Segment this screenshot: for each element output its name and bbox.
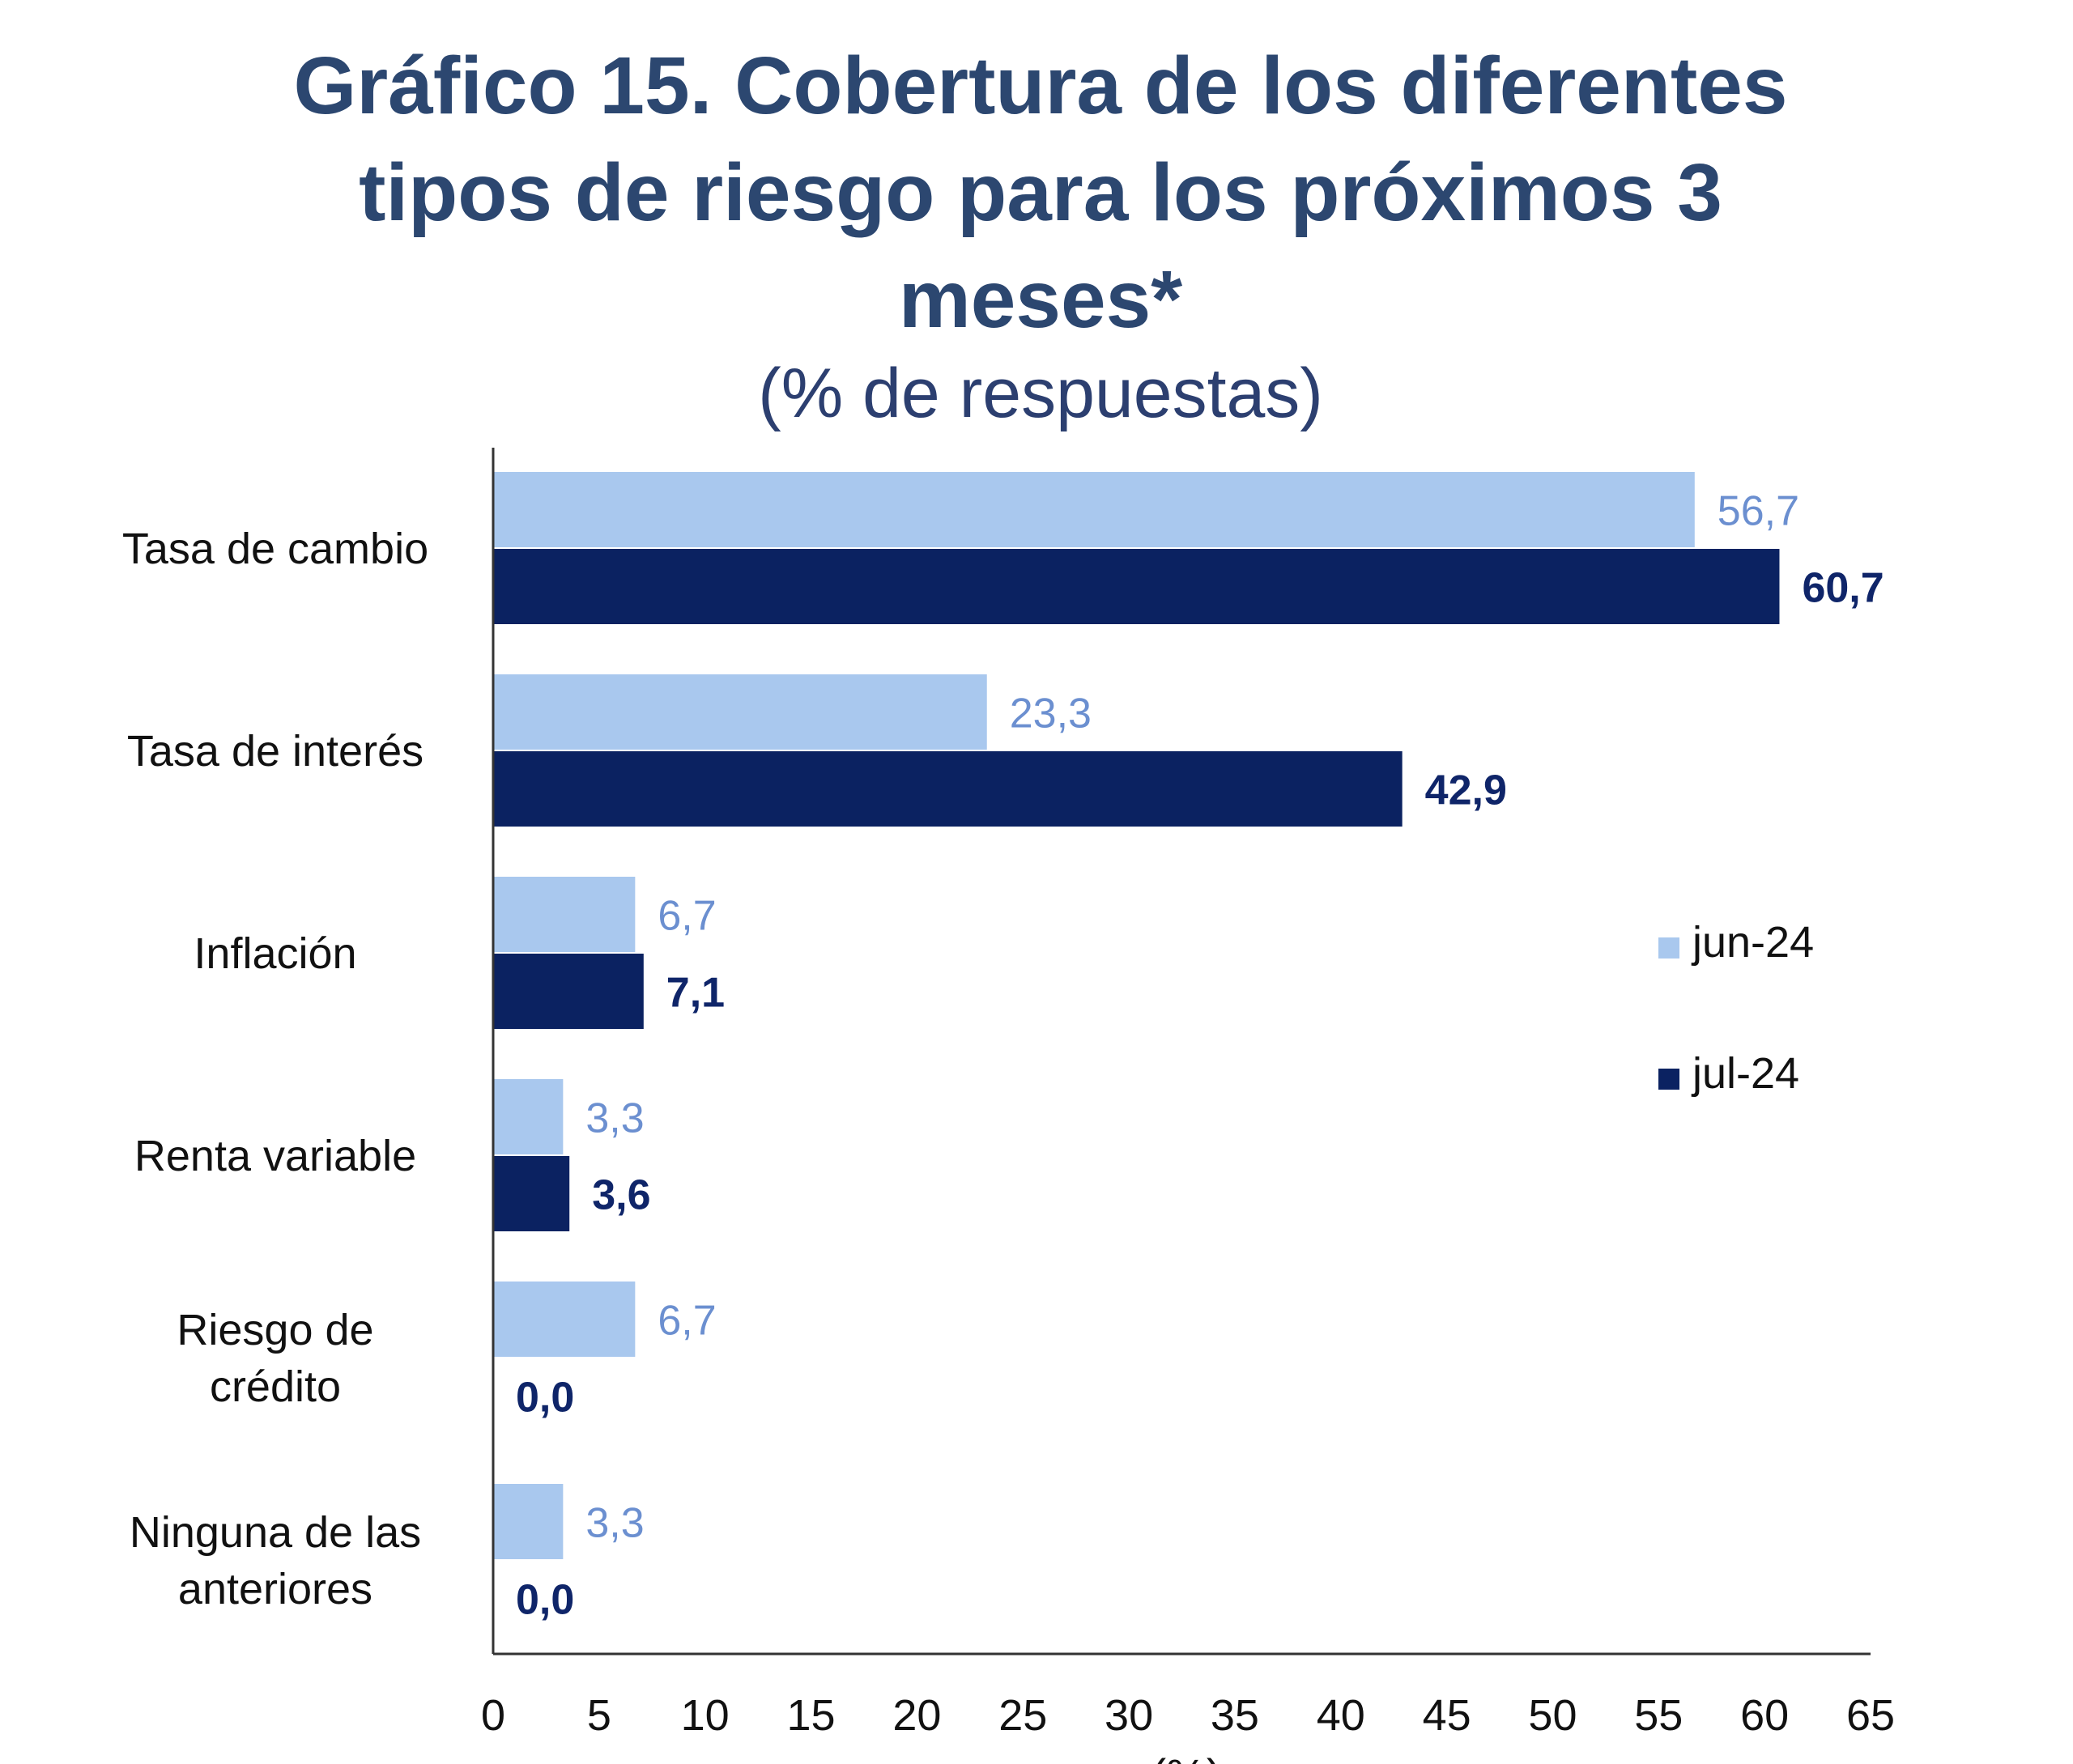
bar-jun-24-1 <box>493 674 987 750</box>
x-tick-label: 40 <box>1317 1691 1365 1740</box>
chart-title-line-1: Gráfico 15. Cobertura de los diferentes <box>294 40 1788 131</box>
x-tick-label: 5 <box>587 1691 611 1740</box>
x-tick-label: 35 <box>1211 1691 1259 1740</box>
data-label-jun-24-1: 23,3 <box>1010 691 1092 737</box>
x-tick-label: 0 <box>481 1691 505 1740</box>
data-label-jun-24-3: 3,3 <box>585 1095 644 1142</box>
bar-jun-24-0 <box>493 472 1695 547</box>
chart-title: Gráfico 15. Cobertura de los diferentes … <box>294 40 1788 345</box>
data-label-jun-24-5: 3,3 <box>585 1500 644 1547</box>
data-label-jun-24-0: 56,7 <box>1718 488 1799 535</box>
legend-swatch-jul-24 <box>1658 1069 1679 1090</box>
bar-jun-24-4 <box>493 1282 636 1357</box>
legend-label-jul-24: jul-24 <box>1691 1049 1799 1098</box>
chart-title-line-3: meses* <box>899 254 1182 345</box>
category-label: anteriores <box>178 1565 372 1613</box>
x-tick-label: 20 <box>892 1691 941 1740</box>
x-tick-label: 15 <box>786 1691 835 1740</box>
category-label: Tasa de cambio <box>122 525 428 573</box>
category-label: crédito <box>210 1362 341 1411</box>
data-label-jul-24-0: 60,7 <box>1802 565 1884 612</box>
category-label: Riesgo de <box>177 1306 373 1354</box>
x-tick-label: 60 <box>1740 1691 1789 1740</box>
data-label-jun-24-4: 6,7 <box>658 1298 716 1345</box>
x-axis-title: (%) <box>1151 1749 1221 1764</box>
category-label: Ninguna de las <box>130 1508 421 1557</box>
x-tick-label: 50 <box>1528 1691 1577 1740</box>
category-label: Tasa de interés <box>127 727 424 776</box>
bar-jun-24-3 <box>493 1079 564 1154</box>
bar-jul-24-2 <box>493 954 644 1029</box>
data-label-jun-24-2: 6,7 <box>658 893 716 940</box>
x-tick-label: 30 <box>1105 1691 1153 1740</box>
bar-jul-24-0 <box>493 549 1780 624</box>
chart-title-line-2: tipos de riesgo para los próximos 3 <box>359 147 1722 238</box>
legend-label-jun-24: jun-24 <box>1691 918 1814 967</box>
x-tick-label: 55 <box>1634 1691 1683 1740</box>
chart-subtitle: (% de respuestas) <box>758 355 1323 432</box>
data-label-jul-24-2: 7,1 <box>666 970 725 1017</box>
legend-swatch-jun-24 <box>1658 937 1679 959</box>
x-tick-label: 10 <box>681 1691 730 1740</box>
bar-jul-24-3 <box>493 1156 570 1231</box>
x-tick-label: 25 <box>998 1691 1047 1740</box>
bar-jul-24-1 <box>493 751 1403 827</box>
bar-jun-24-2 <box>493 877 636 952</box>
category-label: Inflación <box>194 929 356 978</box>
data-label-jul-24-3: 3,6 <box>592 1172 650 1219</box>
x-tick-label: 65 <box>1846 1691 1895 1740</box>
category-label: Renta variable <box>134 1132 416 1180</box>
data-label-jul-24-4: 0,0 <box>516 1375 574 1422</box>
legend: jun-24 jul-24 <box>1658 918 1814 1098</box>
data-label-jul-24-1: 42,9 <box>1425 767 1507 814</box>
x-tick-label: 45 <box>1423 1691 1471 1740</box>
data-label-jul-24-5: 0,0 <box>516 1577 574 1624</box>
bar-jun-24-5 <box>493 1484 564 1559</box>
